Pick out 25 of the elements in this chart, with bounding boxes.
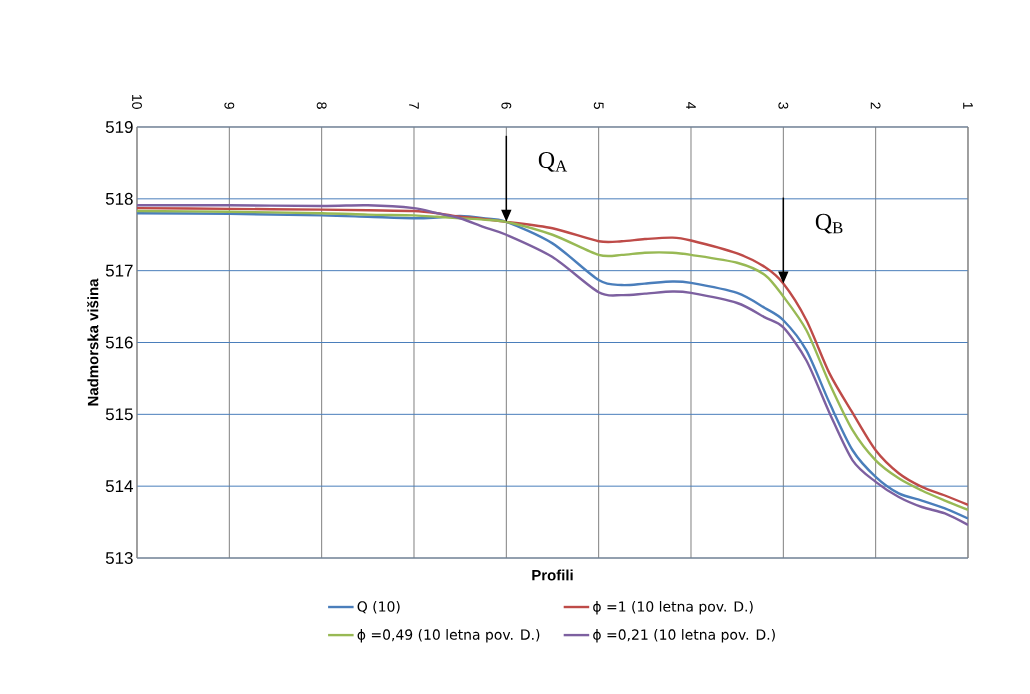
x-tick-label: 2 <box>870 102 881 109</box>
y-tick-label: 514 <box>105 480 133 493</box>
y-tick-label: 515 <box>105 408 133 421</box>
legend-label: ϕ =1 (10 letna pov. D.) <box>593 600 753 615</box>
x-tick-label: 8 <box>316 102 327 109</box>
x-tick-label: 6 <box>501 102 512 109</box>
legend-label: ϕ =0,21 (10 letna pov. D.) <box>593 629 775 643</box>
y-tick-label: 517 <box>105 264 133 277</box>
x-tick-label: 9 <box>224 102 235 109</box>
x-tick-label: 4 <box>686 102 696 110</box>
legend-label: Q (10) <box>357 600 400 614</box>
y-tick-label: 516 <box>105 336 133 349</box>
x-axis-title: Profili <box>532 569 573 581</box>
x-tick-label: 10 <box>132 95 142 109</box>
y-tick-label: 518 <box>105 192 133 205</box>
annotation: Q$_{A}$ <box>538 151 568 172</box>
y-tick-label: 513 <box>105 552 133 564</box>
x-tick-label: 3 <box>778 102 789 109</box>
y-axis-title: Nadmorska višina <box>87 278 99 406</box>
annotation: Q$_{B}$ <box>815 213 843 234</box>
x-tick-label: 7 <box>409 102 419 109</box>
x-tick-label: 5 <box>593 102 604 109</box>
x-tick-label: 1 <box>963 102 973 109</box>
legend-label: ϕ =0,49 (10 letna pov. D.) <box>357 629 540 643</box>
y-tick-label: 519 <box>105 121 133 133</box>
